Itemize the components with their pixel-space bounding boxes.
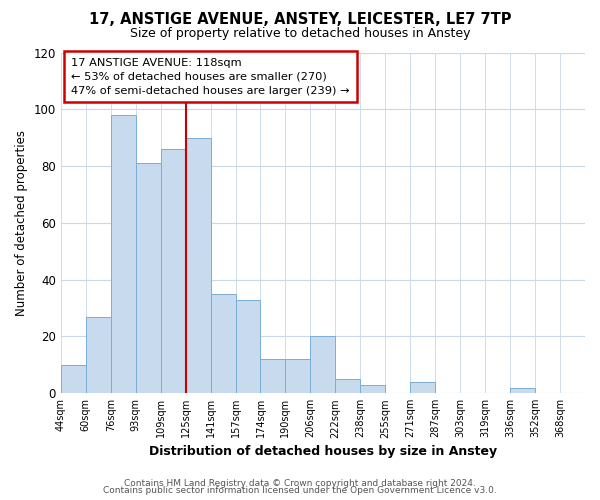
Bar — [310, 336, 335, 393]
Bar — [361, 384, 385, 393]
Text: Contains HM Land Registry data © Crown copyright and database right 2024.: Contains HM Land Registry data © Crown c… — [124, 478, 476, 488]
Bar — [236, 300, 260, 393]
Bar — [136, 163, 161, 393]
Bar — [111, 115, 136, 393]
X-axis label: Distribution of detached houses by size in Anstey: Distribution of detached houses by size … — [149, 444, 497, 458]
Bar — [260, 359, 286, 393]
Bar — [211, 294, 236, 393]
Bar — [286, 359, 310, 393]
Bar — [510, 388, 535, 393]
Bar — [410, 382, 435, 393]
Y-axis label: Number of detached properties: Number of detached properties — [15, 130, 28, 316]
Text: 17, ANSTIGE AVENUE, ANSTEY, LEICESTER, LE7 7TP: 17, ANSTIGE AVENUE, ANSTEY, LEICESTER, L… — [89, 12, 511, 28]
Bar — [61, 365, 86, 393]
Bar — [335, 379, 361, 393]
Bar — [86, 316, 111, 393]
Text: Contains public sector information licensed under the Open Government Licence v3: Contains public sector information licen… — [103, 486, 497, 495]
Bar — [161, 149, 185, 393]
Text: 17 ANSTIGE AVENUE: 118sqm
← 53% of detached houses are smaller (270)
47% of semi: 17 ANSTIGE AVENUE: 118sqm ← 53% of detac… — [71, 58, 350, 96]
Bar — [185, 138, 211, 393]
Text: Size of property relative to detached houses in Anstey: Size of property relative to detached ho… — [130, 28, 470, 40]
